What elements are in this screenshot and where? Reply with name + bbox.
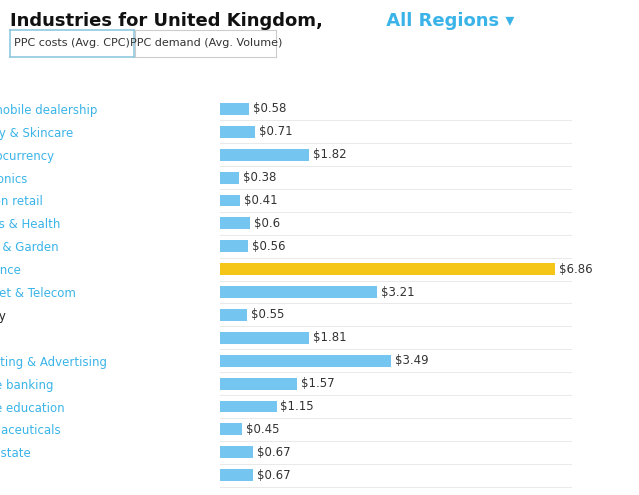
Bar — [220, 332, 309, 344]
Bar — [220, 446, 253, 458]
Text: $1.57: $1.57 — [301, 377, 335, 390]
Bar — [220, 172, 239, 184]
Bar — [220, 469, 253, 481]
Text: All Regions ▾: All Regions ▾ — [380, 12, 514, 30]
Bar — [220, 217, 250, 229]
Text: $0.38: $0.38 — [243, 171, 276, 184]
Text: $0.45: $0.45 — [246, 423, 280, 436]
Text: $0.6: $0.6 — [254, 217, 280, 230]
Bar — [220, 423, 242, 435]
Text: $3.21: $3.21 — [381, 286, 415, 298]
Bar — [220, 103, 249, 115]
Bar — [220, 126, 255, 138]
Bar — [220, 240, 248, 252]
Text: $1.82: $1.82 — [313, 148, 347, 161]
Bar — [220, 149, 309, 161]
Bar — [220, 195, 240, 206]
Text: $0.41: $0.41 — [244, 194, 278, 207]
Text: $3.49: $3.49 — [395, 354, 428, 367]
Bar — [220, 400, 277, 412]
Text: PPC costs (Avg. CPC): PPC costs (Avg. CPC) — [14, 38, 130, 49]
Bar — [220, 309, 247, 321]
Text: $0.58: $0.58 — [252, 102, 286, 115]
Bar — [220, 378, 297, 390]
Text: PPC demand (Avg. Volume): PPC demand (Avg. Volume) — [130, 38, 282, 49]
Text: $1.15: $1.15 — [281, 400, 314, 413]
Bar — [220, 355, 391, 367]
Text: $1.81: $1.81 — [312, 331, 346, 345]
Text: Industries for United Kingdom,: Industries for United Kingdom, — [10, 12, 323, 30]
Text: $0.55: $0.55 — [251, 308, 284, 321]
Bar — [220, 263, 555, 275]
Text: $0.67: $0.67 — [257, 446, 291, 459]
Text: $0.67: $0.67 — [257, 469, 291, 482]
Bar — [220, 286, 377, 298]
Text: $0.56: $0.56 — [252, 240, 285, 253]
Text: $6.86: $6.86 — [559, 263, 593, 276]
Text: $0.71: $0.71 — [259, 125, 293, 138]
